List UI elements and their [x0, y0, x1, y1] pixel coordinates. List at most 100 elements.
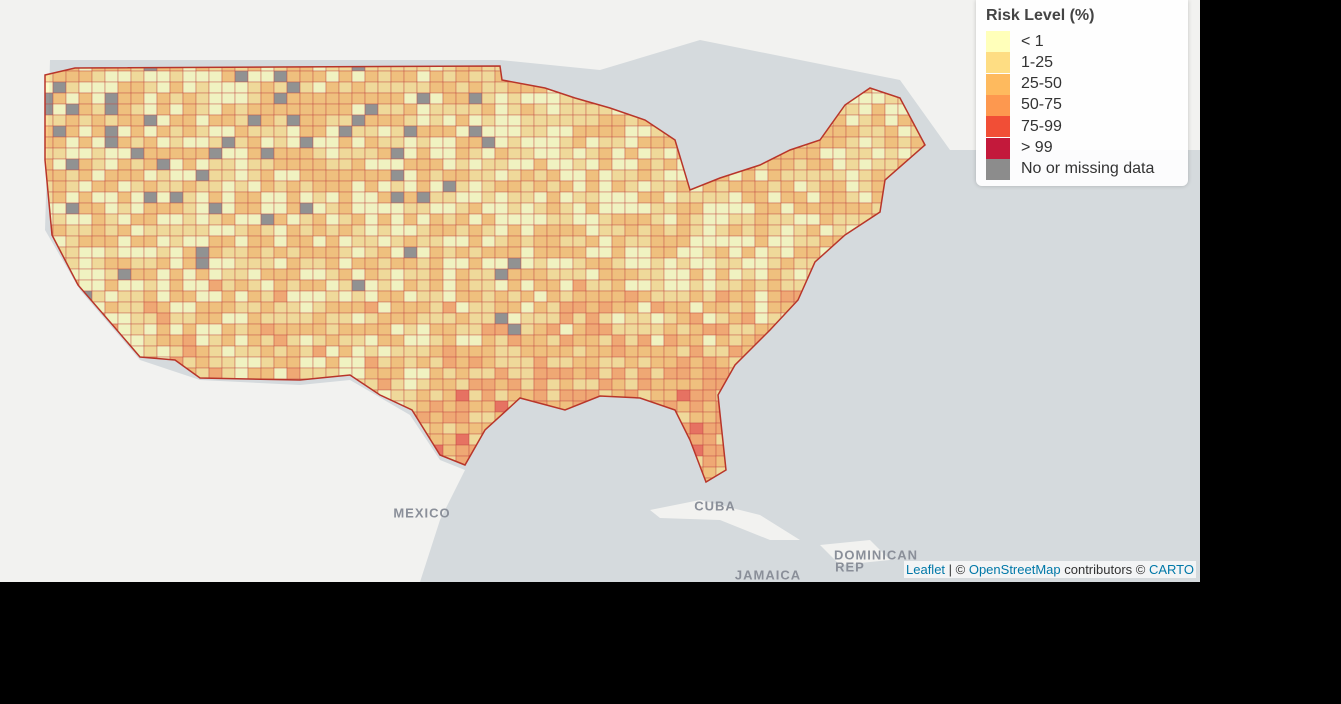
county [702, 103, 717, 116]
county [65, 246, 80, 259]
county [221, 235, 236, 248]
county [104, 81, 119, 94]
county [793, 103, 808, 116]
county [169, 70, 184, 83]
county [832, 92, 847, 105]
county [273, 103, 288, 116]
county [390, 323, 405, 336]
county [806, 235, 821, 248]
county [494, 290, 509, 303]
county [182, 246, 197, 259]
county [819, 81, 834, 94]
county [612, 489, 625, 500]
county [585, 180, 600, 193]
county [767, 477, 782, 482]
attribution-link[interactable]: Leaflet [906, 562, 946, 577]
county [442, 81, 457, 94]
county [598, 158, 613, 171]
county [806, 169, 821, 182]
county [897, 224, 912, 237]
county [286, 191, 301, 204]
county [676, 202, 691, 215]
county [754, 224, 769, 237]
county [780, 257, 795, 270]
county [767, 367, 782, 380]
county [325, 81, 340, 94]
county [455, 378, 470, 391]
county [546, 246, 561, 259]
county [676, 66, 691, 72]
county [494, 224, 509, 237]
county [78, 66, 93, 72]
county [78, 257, 93, 270]
county [442, 224, 457, 237]
county [611, 147, 626, 160]
county [468, 378, 483, 391]
county [910, 301, 925, 314]
county [351, 92, 366, 105]
county [624, 312, 639, 325]
county [923, 444, 925, 457]
attribution-text: contributors © [1060, 562, 1149, 577]
county [819, 356, 834, 369]
county [130, 290, 145, 303]
county [520, 257, 535, 270]
county [559, 455, 574, 468]
county [832, 213, 847, 226]
county [923, 147, 925, 160]
county [910, 400, 925, 413]
county [624, 235, 639, 248]
county [546, 180, 561, 193]
county [195, 158, 210, 171]
county [534, 489, 547, 500]
county [260, 169, 275, 182]
county [676, 389, 691, 402]
county [637, 268, 652, 281]
county [234, 202, 249, 215]
county [364, 103, 379, 116]
county [247, 279, 262, 292]
county [494, 125, 509, 138]
county [468, 356, 483, 369]
county [299, 81, 314, 94]
county [832, 224, 847, 237]
legend-item: No or missing data [986, 158, 1154, 180]
county [481, 433, 496, 446]
county [806, 411, 821, 424]
place-label: DOMINICAN [834, 547, 918, 562]
county [377, 147, 392, 160]
county [78, 268, 93, 281]
map[interactable]: MEXICO CUBA DOMINICAN REP JAMAICA Risk L… [0, 0, 1200, 582]
county [832, 334, 847, 347]
county [845, 477, 860, 482]
county [364, 268, 379, 281]
county [221, 323, 236, 336]
county [923, 400, 925, 413]
county [403, 136, 418, 149]
county [702, 400, 717, 413]
county [429, 180, 444, 193]
county [702, 323, 717, 336]
attribution-link[interactable]: OpenStreetMap [968, 562, 1061, 577]
county [754, 433, 769, 446]
county [585, 257, 600, 270]
county [494, 301, 509, 314]
county [390, 279, 405, 292]
county [143, 268, 158, 281]
county [299, 180, 314, 193]
county [663, 301, 678, 314]
county [494, 103, 509, 116]
county [247, 180, 262, 193]
county [494, 433, 509, 446]
county [325, 312, 340, 325]
county [442, 433, 457, 446]
attribution-link[interactable]: CARTO [1148, 562, 1194, 577]
county [520, 466, 535, 479]
county [364, 92, 379, 105]
county [598, 345, 613, 358]
county [429, 70, 444, 83]
county [273, 169, 288, 182]
county [780, 312, 795, 325]
county [546, 290, 561, 303]
county [182, 224, 197, 237]
